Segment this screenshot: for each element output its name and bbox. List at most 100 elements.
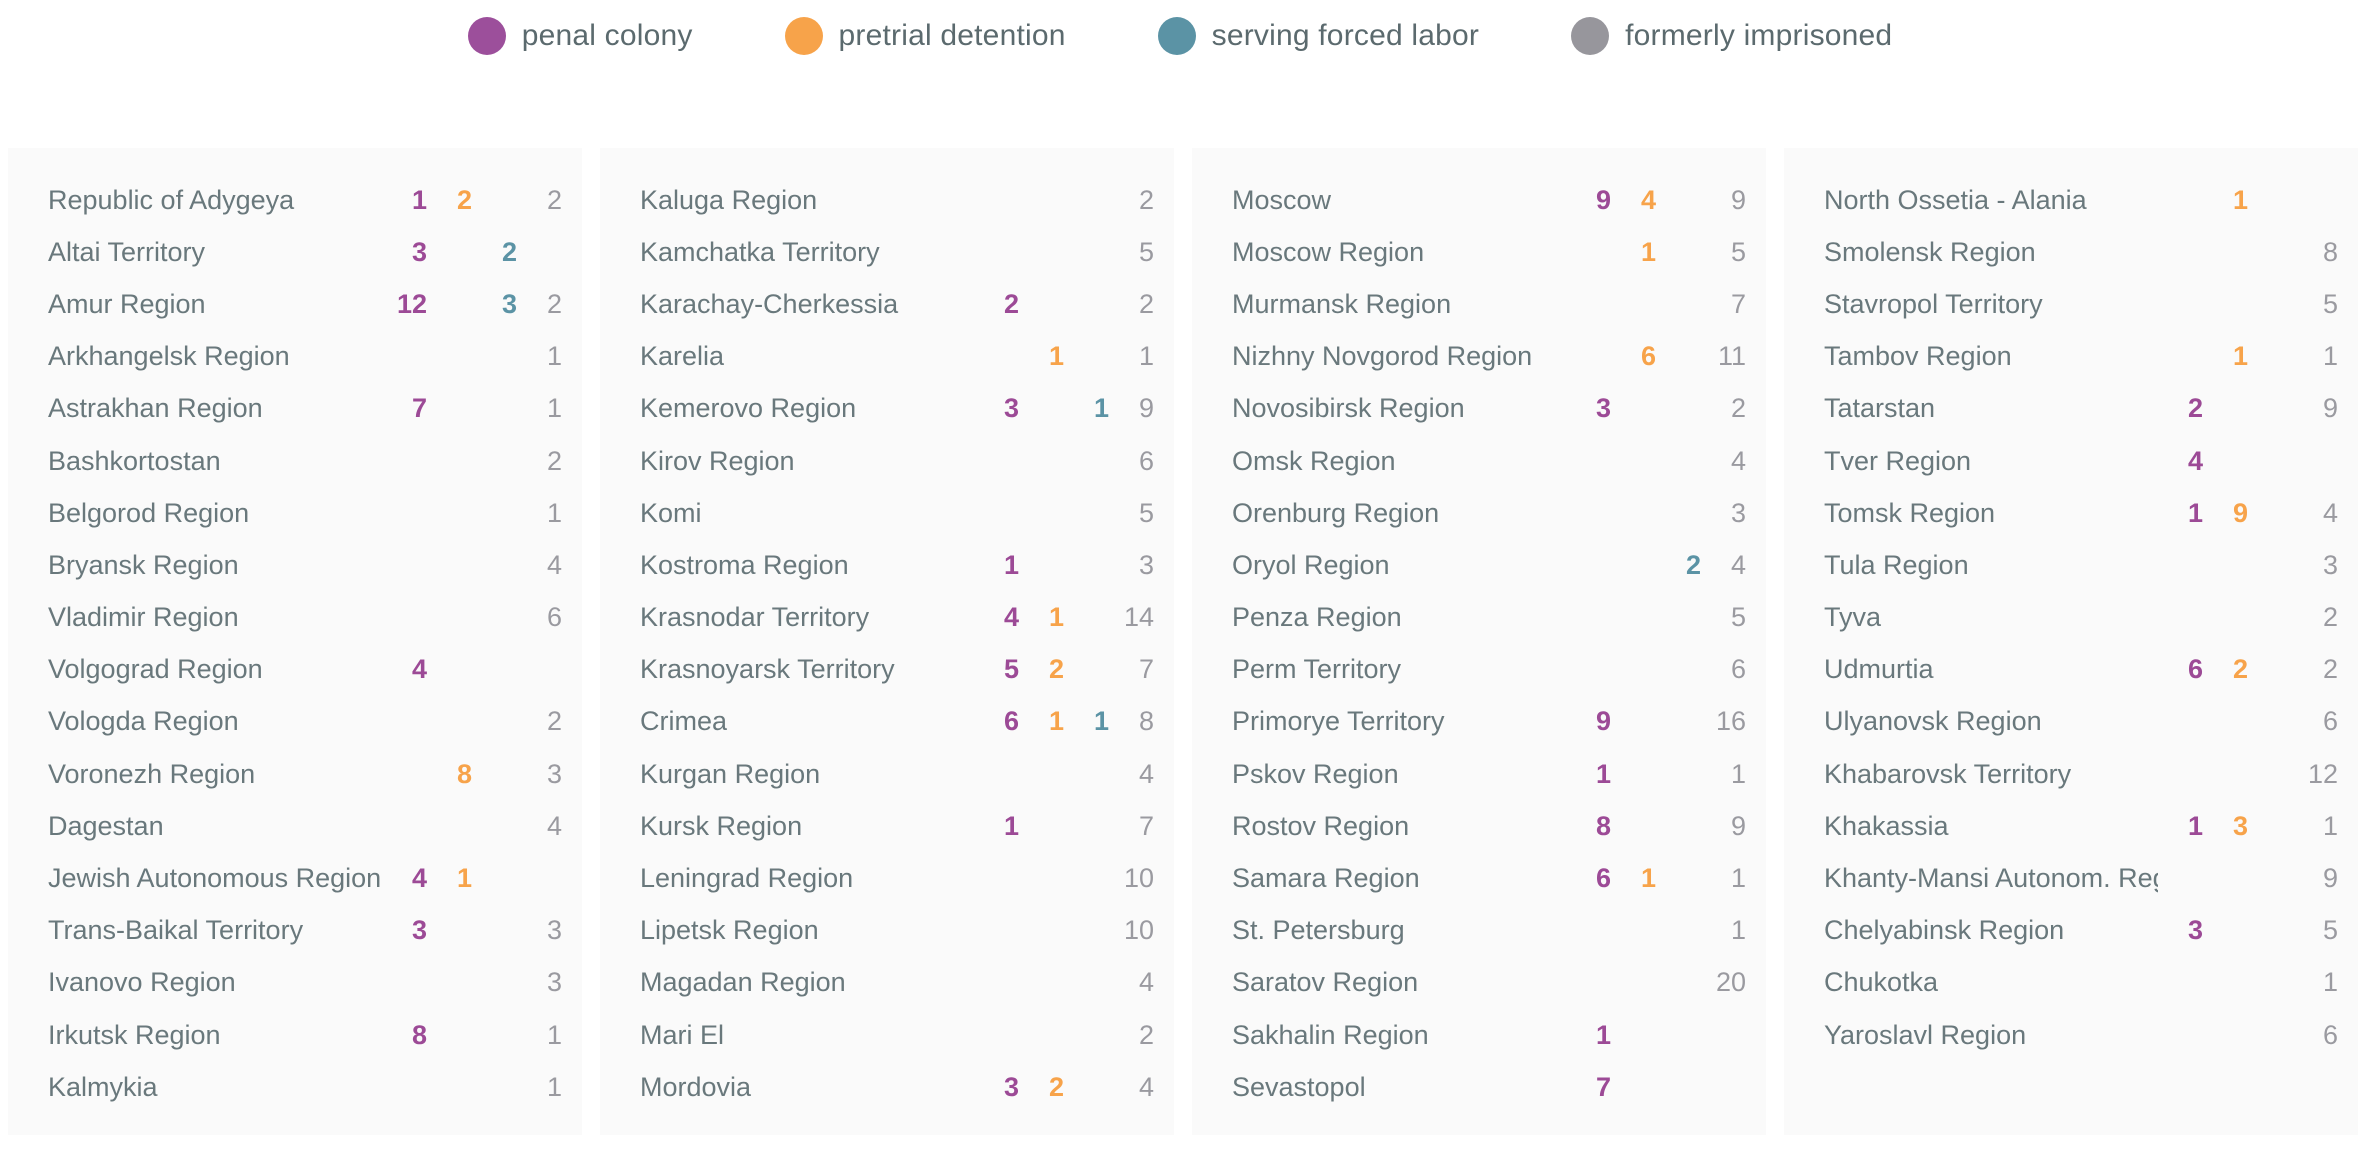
formerly-imprisoned-count: 5: [1138, 497, 1154, 528]
formerly-imprisoned-count: 20: [1715, 967, 1746, 998]
table-row: Tatarstan 2 9: [1824, 383, 2338, 435]
table-row: Krasnodar Territory 4 1 14: [640, 592, 1154, 644]
formerly-imprisoned-count: 9: [2322, 863, 2338, 894]
region-panel-3: Moscow 9 4 9 Moscow Region 1 5 Murmansk Region 7…: [1192, 148, 1766, 1135]
formerly-imprisoned-count: 2: [1138, 184, 1154, 215]
serving-forced-labor-count: 2: [501, 236, 517, 267]
penal-colony-count: 4: [411, 863, 427, 894]
table-row: Ulyanovsk Region 6: [1824, 696, 2338, 748]
table-row: Samara Region 6 1 1: [1232, 852, 1746, 904]
region-name: Krasnoyarsk Territory: [640, 654, 895, 685]
region-name: Tyva: [1824, 602, 1882, 633]
region-name: Tver Region: [1824, 445, 1972, 476]
table-row: Tomsk Region 1 9 4: [1824, 487, 2338, 539]
table-row: Arkhangelsk Region 1: [48, 331, 562, 383]
formerly-imprisoned-count: 16: [1715, 706, 1746, 737]
region-name: Stavropol Territory: [1824, 288, 2043, 319]
region-name: Arkhangelsk Region: [48, 341, 290, 372]
formerly-imprisoned-count: 9: [2322, 393, 2338, 424]
table-row: Krasnoyarsk Territory 5 2 7: [640, 644, 1154, 696]
formerly-imprisoned-count: 8: [1138, 706, 1154, 737]
legend: penal colony pretrial detention serving …: [0, 8, 2360, 64]
penal-colony-count: 1: [1595, 758, 1611, 789]
serving-forced-labor-count: 2: [1685, 549, 1701, 580]
formerly-imprisoned-count: 2: [1138, 288, 1154, 319]
table-row: Khanty-Mansi Autonom. Region 9: [1824, 852, 2338, 904]
region-name: Volgograd Region: [48, 654, 263, 685]
formerly-imprisoned-count: 3: [2322, 549, 2338, 580]
table-row: Volgograd Region 4: [48, 644, 562, 696]
region-name: Voronezh Region: [48, 758, 256, 789]
formerly-imprisoned-count: 1: [1730, 863, 1746, 894]
formerly-imprisoned-count: 7: [1138, 654, 1154, 685]
penal-colony-count: 8: [411, 1019, 427, 1050]
table-row: North Ossetia - Alania 1: [1824, 174, 2338, 226]
penal-colony-count: 3: [2187, 915, 2203, 946]
region-name: Karachay-Cherkessia: [640, 288, 899, 319]
formerly-imprisoned-count: 12: [2307, 758, 2338, 789]
region-name: Kurgan Region: [640, 758, 821, 789]
serving-forced-labor-dot-icon: [1157, 17, 1196, 55]
region-name: Perm Territory: [1232, 654, 1402, 685]
region-name: Kostroma Region: [640, 549, 849, 580]
region-name: Rostov Region: [1232, 810, 1410, 841]
table-row: Mordovia 3 2 4: [640, 1061, 1154, 1113]
formerly-imprisoned-count: 6: [1730, 654, 1746, 685]
region-name: Novosibirsk Region: [1232, 393, 1465, 424]
table-row: Kalmykia 1: [48, 1061, 562, 1113]
region-name: Oryol Region: [1232, 549, 1390, 580]
formerly-imprisoned-count: 4: [1730, 549, 1746, 580]
formerly-imprisoned-count: 2: [546, 445, 562, 476]
pretrial-detention-count: 1: [1640, 863, 1656, 894]
penal-colony-count: 9: [1595, 706, 1611, 737]
region-name: Bashkortostan: [48, 445, 221, 476]
penal-colony-count: 1: [1003, 549, 1019, 580]
table-row: Yaroslavl Region 6: [1824, 1009, 2338, 1061]
pretrial-detention-count: 1: [1640, 236, 1656, 267]
formerly-imprisoned-count: 3: [546, 915, 562, 946]
region-name: Tomsk Region: [1824, 497, 1996, 528]
table-row: Pskov Region 1 1: [1232, 748, 1746, 800]
formerly-imprisoned-count: 1: [546, 393, 562, 424]
table-row: Khakassia 1 3 1: [1824, 800, 2338, 852]
table-row: Orenburg Region 3: [1232, 487, 1746, 539]
table-row: Chukotka 1: [1824, 957, 2338, 1009]
penal-colony-count: 3: [411, 915, 427, 946]
region-name: Omsk Region: [1232, 445, 1396, 476]
penal-colony-count: 1: [1003, 810, 1019, 841]
penal-colony-count: 2: [2187, 393, 2203, 424]
table-row: Sevastopol 7: [1232, 1061, 1746, 1113]
formerly-imprisoned-count: 4: [546, 549, 562, 580]
table-row: Magadan Region 4: [640, 957, 1154, 1009]
table-row: Jewish Autonomous Region 4 1: [48, 852, 562, 904]
formerly-imprisoned-dot-icon: [1571, 17, 1610, 55]
legend-item-formerly-imprisoned: formerly imprisoned: [1571, 17, 1892, 55]
table-row: Kursk Region 1 7: [640, 800, 1154, 852]
region-name: Khabarovsk Territory: [1824, 758, 2072, 789]
formerly-imprisoned-count: 5: [1730, 602, 1746, 633]
formerly-imprisoned-count: 1: [2322, 341, 2338, 372]
legend-item-penal-colony: penal colony: [467, 17, 693, 55]
formerly-imprisoned-count: 1: [546, 341, 562, 372]
table-row: Omsk Region 4: [1232, 435, 1746, 487]
table-row: Vologda Region 2: [48, 696, 562, 748]
formerly-imprisoned-count: 1: [2322, 810, 2338, 841]
table-row: Kostroma Region 1 3: [640, 539, 1154, 591]
table-row: Nizhny Novgorod Region 6 11: [1232, 331, 1746, 383]
penal-colony-count: 6: [2187, 654, 2203, 685]
region-panel-4: North Ossetia - Alania 1 Smolensk Region 8 S…: [1784, 148, 2358, 1135]
penal-colony-count: 12: [396, 288, 427, 319]
formerly-imprisoned-count: 5: [1730, 236, 1746, 267]
region-name: Lipetsk Region: [640, 915, 819, 946]
table-row: Moscow 9 4 9: [1232, 174, 1746, 226]
table-row: Crimea 6 1 1 8: [640, 696, 1154, 748]
penal-colony-count: 1: [2187, 810, 2203, 841]
formerly-imprisoned-count: 3: [546, 758, 562, 789]
region-name: Belgorod Region: [48, 497, 250, 528]
penal-colony-count: 3: [1003, 393, 1019, 424]
pretrial-detention-count: 1: [1048, 706, 1064, 737]
region-name: Moscow Region: [1232, 236, 1425, 267]
table-row: Smolensk Region 8: [1824, 226, 2338, 278]
region-name: Yaroslavl Region: [1824, 1019, 2027, 1050]
table-row: Ivanovo Region 3: [48, 957, 562, 1009]
